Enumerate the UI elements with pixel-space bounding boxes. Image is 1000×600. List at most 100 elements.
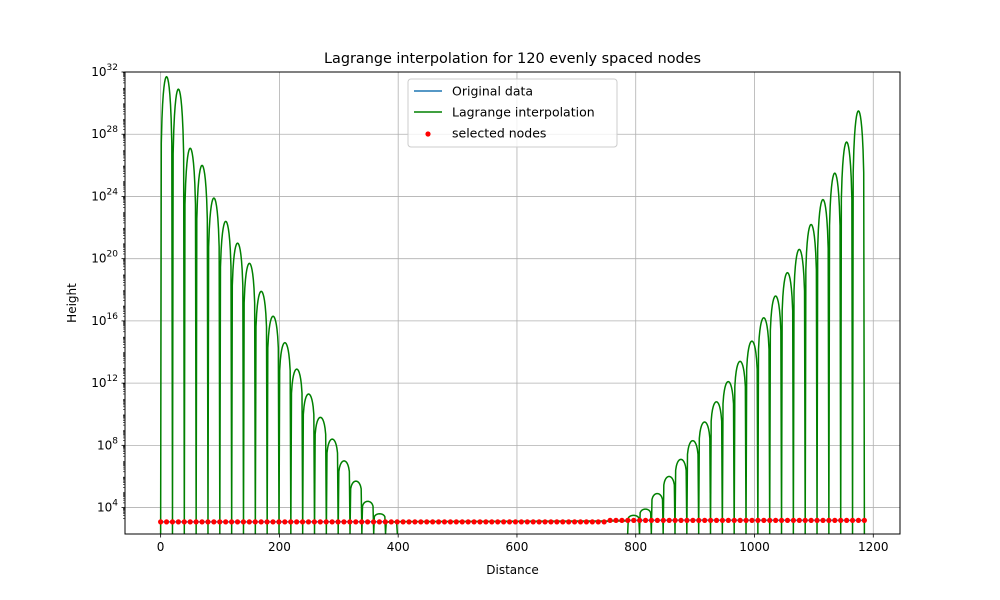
selected-node-point	[838, 517, 844, 523]
selected-node-point	[341, 519, 347, 525]
selected-node-point	[501, 519, 507, 525]
selected-node-point	[749, 517, 755, 523]
x-tick-label: 200	[268, 540, 291, 554]
selected-node-point	[761, 517, 767, 523]
selected-node-point	[719, 517, 726, 523]
selected-node-point	[447, 519, 454, 525]
selected-node-point	[252, 519, 258, 525]
data-layer	[158, 75, 867, 534]
selected-node-point	[495, 519, 501, 525]
selected-node-point	[258, 519, 264, 525]
y-tick-label: 1032	[91, 63, 118, 79]
selected-node-point	[335, 519, 341, 525]
selected-node-point	[832, 517, 838, 523]
selected-node-point	[353, 519, 359, 525]
selected-node-point	[548, 519, 554, 525]
selected-node-point	[743, 517, 749, 523]
plot-frame	[124, 71, 901, 535]
selected-node-point	[773, 517, 779, 523]
x-tick-label: 800	[624, 540, 647, 554]
selected-node-point	[400, 519, 406, 525]
x-tick-label: 1200	[858, 540, 889, 554]
selected-node-point	[595, 519, 601, 525]
x-tick-label: 0	[157, 540, 165, 554]
selected-node-point	[713, 517, 720, 523]
x-tick-label: 1000	[739, 540, 770, 554]
selected-node-point	[518, 519, 524, 525]
selected-node-point	[441, 519, 448, 525]
selected-node-point	[790, 517, 797, 523]
selected-node-point	[619, 517, 625, 523]
selected-node-point	[489, 519, 495, 525]
x-axis-label: Distance	[486, 563, 538, 577]
selected-node-point	[459, 519, 465, 525]
x-tick-label: 600	[506, 540, 529, 554]
selected-node-point	[294, 519, 300, 525]
selected-node-point	[347, 519, 353, 525]
selected-node-point	[613, 517, 619, 523]
selected-node-point	[566, 519, 572, 525]
selected-node-point	[317, 519, 323, 525]
selected-node-point	[158, 519, 164, 525]
legend-selected-nodes-swatch	[425, 131, 431, 137]
selected-node-point	[382, 519, 388, 525]
selected-node-point	[560, 519, 566, 525]
selected-node-point	[849, 517, 856, 523]
selected-node-point	[323, 519, 329, 525]
selected-node-point	[365, 519, 371, 525]
y-tick-label: 1020	[91, 250, 118, 266]
selected-node-point	[229, 519, 235, 525]
selected-node-point	[270, 519, 276, 525]
y-tick-label: 104	[97, 499, 118, 515]
selected-node-point	[193, 519, 199, 525]
selected-node-point	[784, 517, 791, 523]
selected-node-point	[826, 517, 832, 523]
selected-node-point	[199, 519, 205, 525]
axis-ticks: 0 200 400 600 800 1000 1200 104 108 1012 1016 1020 1…	[91, 63, 888, 554]
y-tick-label: 1016	[91, 312, 118, 328]
selected-node-point	[175, 519, 181, 525]
selected-node-point	[808, 517, 814, 523]
y-tick-label: 1028	[91, 125, 118, 141]
legend: Original data Lagrange interpolation selec…	[407, 78, 618, 148]
selected-node-point	[571, 519, 578, 525]
selected-node-point	[471, 519, 477, 525]
selected-node-point	[412, 519, 418, 525]
selected-node-point	[477, 519, 483, 525]
selected-node-point	[234, 519, 241, 525]
selected-node-point	[601, 519, 607, 525]
y-tick-label: 1012	[91, 374, 118, 390]
selected-node-point	[796, 517, 802, 523]
selected-node-point	[778, 517, 785, 523]
selected-node-point	[631, 517, 637, 523]
legend-selected-nodes-label: selected nodes	[452, 126, 546, 141]
selected-node-point	[388, 519, 394, 525]
selected-node-point	[577, 519, 584, 525]
lagrange-interpolation-line	[159, 75, 866, 534]
legend-original-data-label: Original data	[452, 84, 533, 99]
selected-node-point	[181, 519, 187, 525]
selected-node-point	[211, 519, 217, 525]
selected-node-point	[370, 519, 377, 525]
chart-title: Lagrange interpolation for 120 evenly sp…	[324, 51, 701, 67]
selected-node-point	[169, 519, 176, 525]
selected-node-point	[163, 519, 170, 525]
selected-node-point	[217, 519, 223, 525]
selected-node-point	[276, 519, 282, 525]
selected-node-point	[678, 517, 684, 523]
selected-node-point	[802, 517, 808, 523]
selected-node-point	[855, 517, 862, 523]
selected-node-point	[607, 517, 613, 523]
selected-node-point	[329, 519, 335, 525]
selected-node-point	[282, 519, 288, 525]
legend-box	[407, 78, 618, 148]
selected-node-point	[648, 517, 655, 523]
selected-node-point	[660, 517, 666, 523]
selected-node-point	[625, 517, 631, 523]
selected-node-point	[424, 519, 430, 525]
selected-node-point	[542, 519, 548, 525]
selected-node-point	[702, 517, 708, 523]
selected-node-point	[725, 517, 731, 523]
selected-node-point	[589, 519, 595, 525]
selected-node-point	[814, 517, 820, 523]
